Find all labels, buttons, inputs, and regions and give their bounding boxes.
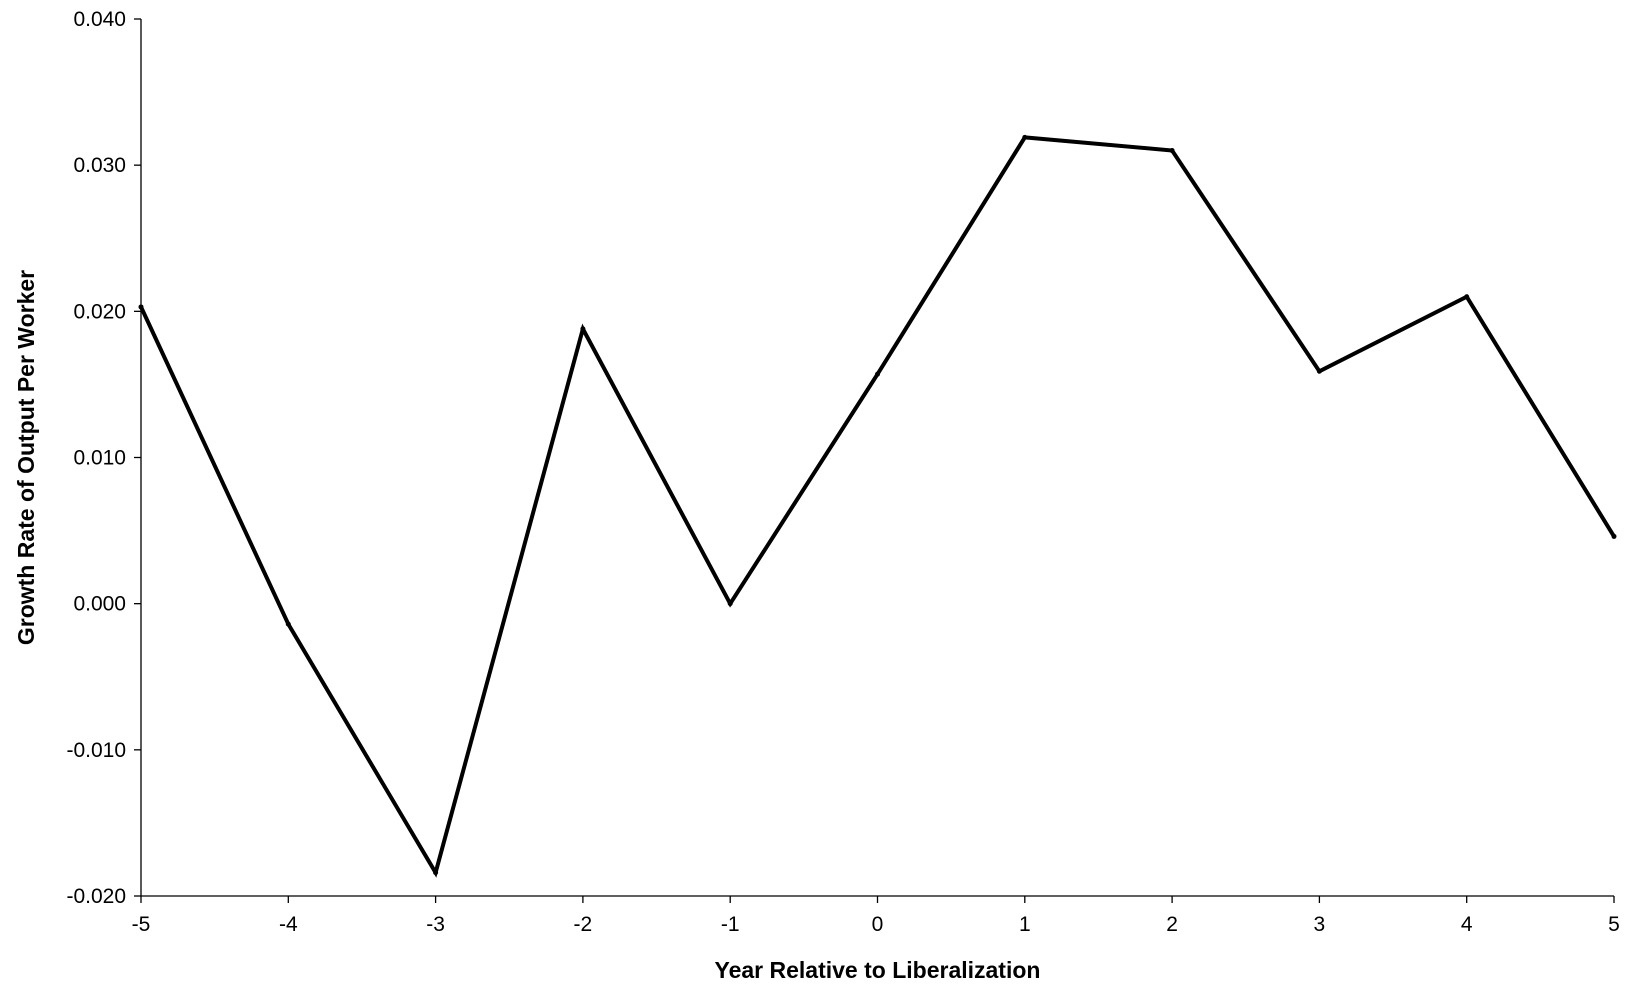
x-tick-label: 1 — [1019, 913, 1031, 936]
series-line — [139, 135, 1616, 878]
data-point — [580, 326, 586, 332]
x-axis-title: Year Relative to Liberalization — [715, 957, 1041, 983]
data-point — [1464, 294, 1470, 300]
x-tick-label: 5 — [1608, 913, 1620, 936]
x-tick-label: -2 — [574, 913, 593, 936]
data-point — [727, 601, 733, 607]
data-point — [1022, 134, 1028, 140]
x-tick-label: -5 — [132, 913, 151, 936]
x-tick-label: 0 — [872, 913, 884, 936]
y-tick-label: 0.020 — [73, 300, 126, 323]
y-axis-title: Growth Rate of Output Per Worker — [13, 270, 39, 645]
data-point — [138, 304, 144, 310]
y-tick-label: 0.040 — [73, 8, 126, 31]
x-tick-label: -3 — [426, 913, 445, 936]
y-tick-label: 0.030 — [73, 154, 126, 177]
y-tick-label: -0.020 — [66, 885, 126, 908]
data-point — [1169, 148, 1175, 154]
x-tick-label: 4 — [1461, 913, 1473, 936]
y-tick-label: 0.000 — [73, 593, 126, 616]
data-point — [285, 621, 291, 627]
data-point — [433, 870, 439, 876]
axes — [140, 19, 1614, 897]
y-tick-label: -0.010 — [66, 739, 126, 762]
x-tick-label: 2 — [1166, 913, 1178, 936]
x-tick-label: -1 — [721, 913, 740, 936]
x-tick-label: -4 — [279, 913, 298, 936]
ticks: -0.020 -0.010 0.000 0.010 0.020 0.030 0.040 -5 -… — [66, 8, 1619, 936]
data-point — [1611, 533, 1617, 539]
data-point — [875, 371, 880, 377]
data-point — [1316, 368, 1322, 374]
x-tick-label: 3 — [1314, 913, 1326, 936]
y-tick-label: 0.010 — [73, 447, 126, 470]
series-group — [138, 134, 1617, 878]
